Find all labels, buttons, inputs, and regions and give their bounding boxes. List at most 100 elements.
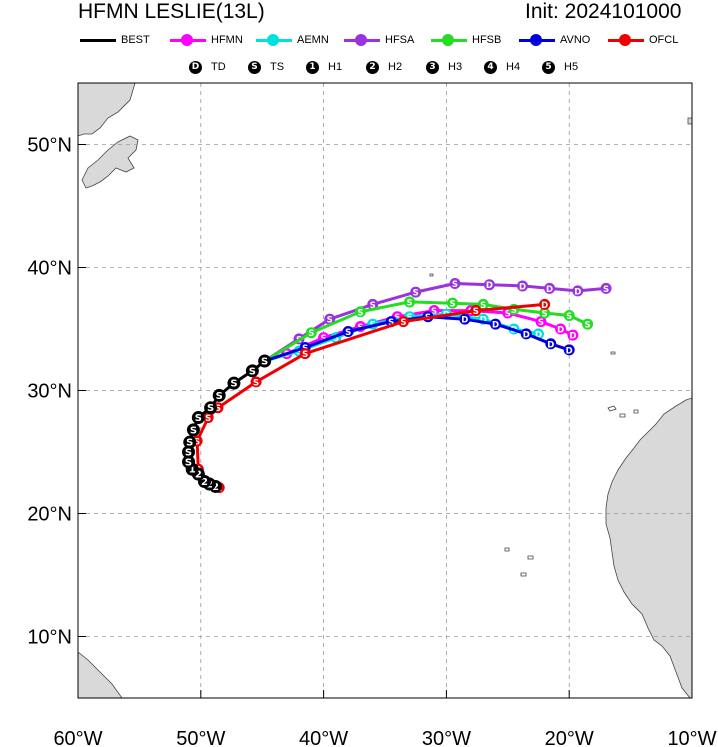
track-point-label: S xyxy=(190,425,197,436)
legend-label: HFSA xyxy=(385,34,415,46)
track-point xyxy=(354,306,366,318)
legend-swatch: 🌀 xyxy=(80,38,116,42)
track-point-label: D xyxy=(541,301,548,311)
legend: 🌀 BEST HFMN AEMN HFSA HFSB AVNO OFCL xyxy=(0,30,718,50)
x-tick-label: 10°W xyxy=(667,728,716,747)
legend-item-best: 🌀 BEST xyxy=(80,30,150,50)
track-point-label: S xyxy=(302,350,308,360)
x-tick-label: 20°W xyxy=(545,728,594,747)
legend-label: BEST xyxy=(121,34,150,46)
track-point-label: S xyxy=(230,379,237,390)
track-point-label: S xyxy=(406,298,412,308)
land-north-america xyxy=(78,83,136,137)
track-point-label: S xyxy=(538,318,544,328)
legend-swatch xyxy=(256,33,292,46)
land-areas xyxy=(78,83,692,698)
track-point-label: S xyxy=(185,448,192,459)
intensity-label: TS xyxy=(270,61,285,73)
land-newfoundland xyxy=(81,135,139,189)
track-point xyxy=(367,298,379,310)
track-point xyxy=(449,277,461,289)
track-point xyxy=(572,285,584,297)
track-point-label: D xyxy=(569,332,576,342)
track-point xyxy=(483,279,495,291)
track-point-label: D xyxy=(461,316,468,326)
track-point-label: S xyxy=(215,404,221,414)
track-point xyxy=(410,286,422,298)
track-point-label: S xyxy=(194,437,200,447)
track-point-label: S xyxy=(449,300,455,310)
track-point xyxy=(582,318,594,330)
land-south-america xyxy=(78,651,123,698)
island-iberia-tip xyxy=(687,117,692,125)
track-point-label: 2 xyxy=(195,470,202,481)
track-point-label: S xyxy=(253,378,259,388)
legend-item-hfsb: HFSB xyxy=(431,30,501,50)
island-madeira xyxy=(610,351,616,355)
island-cape-verde-1 xyxy=(504,547,510,552)
track-point-label: 2 xyxy=(201,477,208,488)
track-point-label: D xyxy=(546,285,553,295)
grid-lines xyxy=(78,83,692,698)
track-point-label: S xyxy=(333,334,339,344)
intensity-item-td: D TD xyxy=(189,57,226,77)
legend-item-hfsa: HFSA xyxy=(344,30,414,50)
track-point xyxy=(477,298,489,310)
track-point-label: S xyxy=(388,318,394,328)
legend-item-ofcl: OFCL xyxy=(608,30,678,50)
track-point xyxy=(212,388,226,402)
legend-swatch xyxy=(608,33,644,46)
track-point-label: S xyxy=(261,356,268,367)
y-tick-label: 10°N xyxy=(27,627,72,649)
intensity-item-h5: 5 H5 xyxy=(542,57,578,77)
track-point-label: D xyxy=(557,326,564,336)
track-point xyxy=(404,296,416,308)
track-point xyxy=(459,313,471,325)
track-point-label: S xyxy=(357,308,363,318)
track-point-label: S xyxy=(207,403,214,414)
track-point-label: D xyxy=(519,282,526,292)
track-point xyxy=(186,423,200,437)
track-point xyxy=(182,455,196,469)
track-point-label: S xyxy=(511,306,517,316)
track-point xyxy=(191,411,205,425)
island-azores xyxy=(429,273,434,277)
legend-swatch xyxy=(519,33,555,46)
track-hfsa: SSSSSSDDDDS xyxy=(259,277,612,367)
chart-title: HFMN LESLIE(13L) xyxy=(78,0,265,23)
track-point-label: S xyxy=(566,312,572,322)
track-point xyxy=(250,376,262,388)
track-point-label: D xyxy=(523,330,530,340)
track-point-label: S xyxy=(216,391,223,402)
track-point-label: S xyxy=(452,280,458,290)
intensity-label: TD xyxy=(211,61,226,73)
land-africa xyxy=(605,397,692,698)
island-canary-2 xyxy=(619,413,626,418)
legend-label: HFSB xyxy=(472,34,502,46)
x-tick-label: 50°W xyxy=(176,728,225,747)
track-point xyxy=(544,282,556,294)
track-line xyxy=(264,315,570,363)
track-point-label: S xyxy=(327,316,333,326)
track-point-label: S xyxy=(431,307,437,317)
x-tick-label: 60°W xyxy=(53,728,102,747)
track-point-label: S xyxy=(542,310,548,320)
legend-swatch xyxy=(431,33,467,46)
track-point xyxy=(555,323,567,335)
track-point xyxy=(539,298,551,310)
track-point xyxy=(563,309,575,321)
track-point-label: S xyxy=(195,413,202,424)
track-point xyxy=(539,307,551,319)
intensity-item-h2: 2 H2 xyxy=(366,57,402,77)
intensity-label: H1 xyxy=(328,61,343,73)
track-point-label: D xyxy=(566,346,573,356)
track-point xyxy=(245,364,259,378)
track-point-label: D xyxy=(486,281,493,291)
init-label: Init: 2024101000 xyxy=(525,0,682,23)
track-point-label: S xyxy=(413,289,419,299)
legend-item-aemn: AEMN xyxy=(256,30,329,50)
legend-label: OFCL xyxy=(649,34,679,46)
intensity-item-h3: 3 H3 xyxy=(426,57,462,77)
track-point-label: S xyxy=(345,328,351,338)
track-point xyxy=(517,280,529,292)
